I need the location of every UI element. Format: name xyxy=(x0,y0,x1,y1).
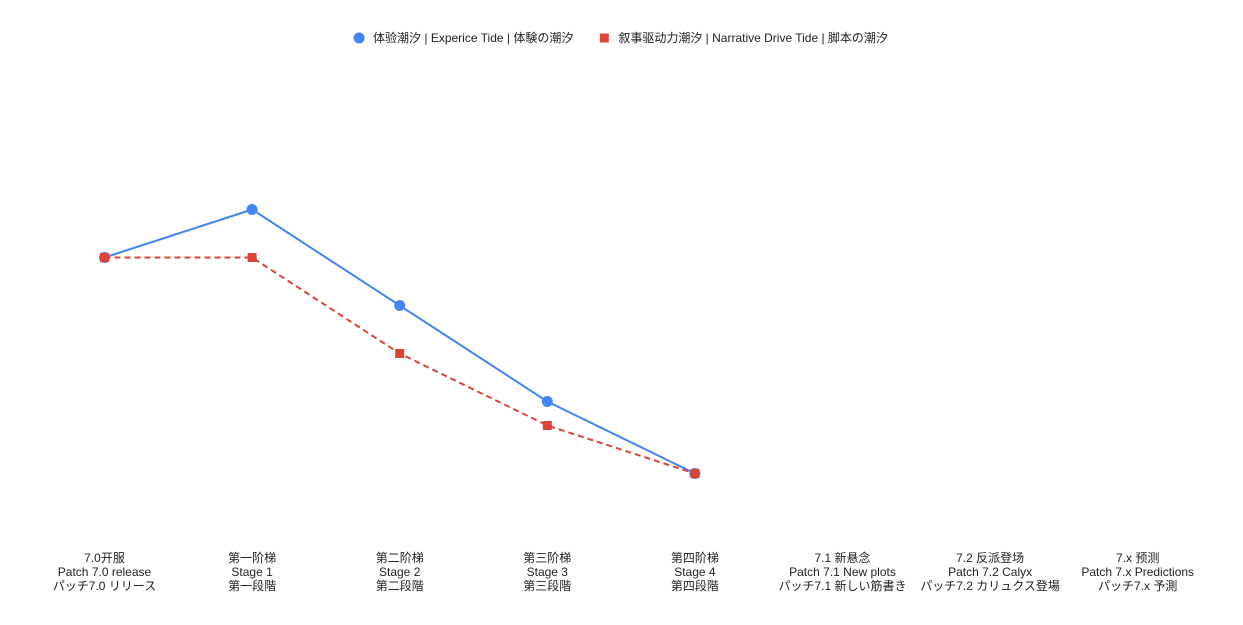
x-tick-label-8: 7.x 预测 Patch 7.x Predictions パッチ7.x 予測 xyxy=(1081,551,1194,593)
series-line-1 xyxy=(104,208,696,475)
series-2-point-2[interactable] xyxy=(247,253,257,262)
series-2-point-5[interactable] xyxy=(690,469,700,478)
legend-item-1[interactable]: 体验潮汐 | Experice Tide | 体験の潮汐 xyxy=(353,30,574,45)
legend-marker-circle xyxy=(353,32,365,44)
x-tick-label-6: 7.1 新悬念 Patch 7.1 New plots パッチ7.1 新しい筋書き xyxy=(778,550,906,593)
series-1-point-4[interactable] xyxy=(541,396,553,407)
legend-label: 体验潮汐 | Experice Tide | 体験の潮汐 xyxy=(373,30,573,45)
x-tick-label-2: 第一阶梯 Stage 1 第一段階 xyxy=(228,551,276,593)
series-2-point-4[interactable] xyxy=(542,421,552,430)
x-tick-label-5: 第四阶梯 Stage 4 第四段階 xyxy=(671,551,719,593)
x-tick-label-1: 7.0开服 Patch 7.0 release パッチ7.0 リリース xyxy=(53,551,156,593)
series-2-point-3[interactable] xyxy=(395,349,405,358)
series-2-point-1[interactable] xyxy=(100,253,109,262)
series-points xyxy=(99,204,701,479)
x-tick-label-7: 7.2 反派登场 Patch 7.2 Calyx パッチ7.2 カリュクス登場 xyxy=(920,550,1060,593)
legend-item-2[interactable]: 叙事驱动力潮汐 | Narrative Drive Tide | 脚本の潮汐 xyxy=(599,30,888,45)
series-1-point-3[interactable] xyxy=(394,300,406,311)
x-axis-tick-labels: 7.0开服 Patch 7.0 release パッチ7.0 リリース 第一阶梯 Sta… xyxy=(53,550,1194,593)
series-1-point-2[interactable] xyxy=(246,204,258,215)
legend-marker-square xyxy=(599,33,609,43)
legend: 体验潮汐 | Experice Tide | 体験の潮汐 叙事驱动力潮汐 | Na… xyxy=(353,30,888,45)
legend-label: 叙事驱动力潮汐 | Narrative Drive Tide | 脚本の潮汐 xyxy=(618,30,888,45)
x-tick-label-4: 第三阶梯 Stage 3 第三段階 xyxy=(523,551,571,593)
series-line-2 xyxy=(104,256,696,475)
x-tick-label-3: 第二阶梯 Stage 2 第二段階 xyxy=(376,551,424,593)
series-lines xyxy=(104,208,696,475)
